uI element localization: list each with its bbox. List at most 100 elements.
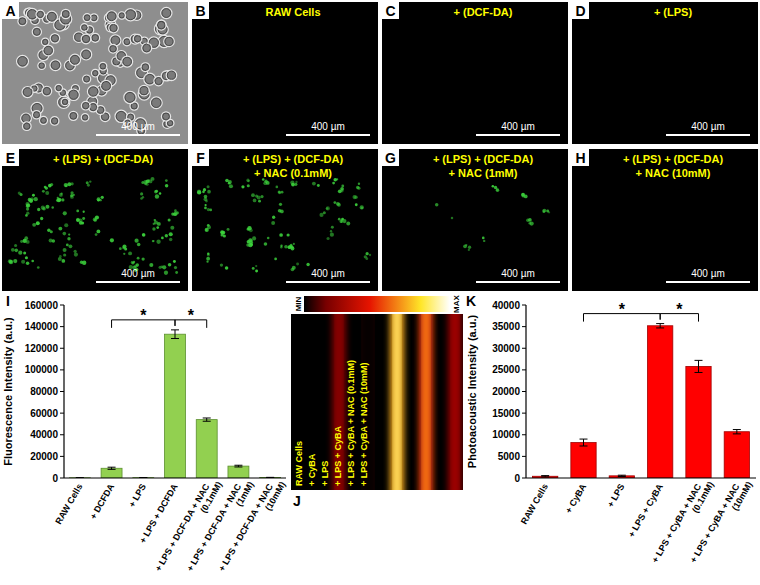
fluorescent-cell bbox=[101, 196, 104, 199]
error-cap bbox=[580, 445, 588, 446]
fluorescent-cell bbox=[330, 230, 332, 232]
cell bbox=[163, 113, 170, 120]
fluorescent-cell bbox=[330, 233, 334, 237]
panel-content bbox=[382, 149, 568, 291]
photoacoustic-panel: MINMAXRAW Cells+ CyBA+ LPS+ LPS + CyBA+ … bbox=[291, 294, 463, 509]
cell bbox=[167, 71, 175, 79]
cell bbox=[93, 71, 98, 76]
y-tick-label: 20000 bbox=[492, 386, 520, 397]
fluorescent-cell bbox=[48, 184, 52, 188]
cell-halo bbox=[46, 11, 57, 22]
image-panel: E+ (LPS) + (DCF-DA)400 µm bbox=[2, 149, 188, 291]
scale-bar-label: 400 µm bbox=[691, 268, 725, 279]
fluorescent-cell bbox=[246, 179, 249, 182]
fluorescent-cell bbox=[336, 178, 338, 180]
fluorescent-cell bbox=[165, 184, 168, 187]
panel-label-box bbox=[572, 2, 589, 19]
fluorescent-cell bbox=[207, 185, 210, 188]
fluorescent-cell bbox=[159, 192, 162, 195]
cell bbox=[140, 87, 148, 95]
fluorescent-cell bbox=[278, 191, 281, 194]
fluorescent-cell bbox=[248, 238, 252, 242]
fluorescent-cell bbox=[360, 205, 364, 209]
fluorescent-cell bbox=[57, 198, 61, 202]
cell bbox=[24, 123, 30, 129]
fluorescent-cell bbox=[13, 259, 17, 263]
fluorescent-cell bbox=[45, 191, 49, 195]
scale-bar-label: 400 µm bbox=[311, 121, 345, 132]
fluorescent-cell bbox=[132, 262, 135, 265]
scale-bar bbox=[476, 281, 560, 283]
cell-halo bbox=[69, 111, 78, 120]
cell-halo bbox=[87, 86, 99, 98]
fluorescent-cell bbox=[287, 233, 290, 236]
cell-halo bbox=[55, 84, 63, 92]
cell bbox=[84, 76, 90, 82]
cell bbox=[33, 28, 40, 35]
fluorescent-cell bbox=[154, 219, 156, 221]
tube bbox=[390, 314, 404, 490]
label-line: + LPS bbox=[127, 482, 148, 509]
fluorescent-cell bbox=[281, 191, 284, 194]
label-line: + LPS + CyBA + NAC bbox=[688, 482, 742, 565]
fluorescent-cell bbox=[337, 203, 341, 207]
y-tick-label: 0 bbox=[514, 473, 520, 484]
scale-bar-label: 400 µm bbox=[691, 121, 725, 132]
cell bbox=[82, 50, 91, 59]
panel-label: I bbox=[6, 293, 10, 309]
error-bar bbox=[234, 465, 242, 467]
fluorescent-cell bbox=[140, 192, 143, 195]
fluorescent-cell bbox=[69, 244, 73, 248]
cell-halo bbox=[91, 69, 99, 77]
cell-halo bbox=[50, 34, 60, 44]
fluorescent-cell bbox=[207, 190, 211, 194]
fluorescent-cell bbox=[32, 223, 36, 227]
fluorescent-cell bbox=[14, 244, 17, 247]
cell-halo bbox=[43, 45, 54, 56]
y-tick-label: 80000 bbox=[30, 386, 58, 397]
fluorescent-cell bbox=[306, 263, 309, 266]
cell-halo bbox=[101, 80, 112, 91]
fluorescent-cell bbox=[266, 181, 270, 185]
panel-content bbox=[572, 2, 758, 144]
bar bbox=[228, 466, 249, 478]
panel-title: + NAC (10mM) bbox=[636, 167, 711, 179]
image-panel: G+ (LPS) + (DCF-DA)+ NAC (1mM)400 µm bbox=[382, 149, 568, 291]
fluorescent-cell bbox=[42, 190, 45, 193]
error-bar bbox=[541, 476, 549, 477]
fluorescent-cell bbox=[482, 237, 485, 240]
fluorescent-cell bbox=[271, 221, 275, 225]
x-tick-label: + LPS + CyBA + NAC(10mM) bbox=[688, 475, 754, 569]
lane-label: + LPS + CyBA bbox=[333, 425, 343, 486]
fluorescent-cell bbox=[144, 182, 147, 185]
error-bar bbox=[656, 324, 664, 328]
cell bbox=[131, 103, 137, 109]
fluorescent-cell bbox=[70, 194, 73, 197]
fluorescent-cell bbox=[14, 249, 18, 253]
fluorescent-cell bbox=[247, 184, 250, 187]
fluorescent-cell bbox=[76, 210, 79, 213]
fluorescent-cell bbox=[26, 240, 30, 244]
fluorescent-cell bbox=[205, 228, 209, 232]
fluorescent-cell bbox=[156, 226, 159, 229]
fluorescent-cell bbox=[18, 251, 22, 255]
fluorescent-cell bbox=[267, 237, 270, 240]
error-cap bbox=[656, 327, 664, 328]
cell bbox=[56, 86, 61, 91]
fluorescent-cell bbox=[522, 194, 525, 197]
fluorescent-cell bbox=[58, 257, 62, 261]
panel-title: + (LPS) + (DCF-DA) bbox=[243, 153, 344, 165]
scale-bar bbox=[286, 134, 370, 136]
y-axis bbox=[63, 305, 64, 478]
fluorescent-cell bbox=[333, 201, 336, 204]
fluorescent-cell bbox=[356, 186, 359, 189]
panel-label: D bbox=[575, 3, 585, 19]
fluorescent-cell bbox=[296, 262, 299, 265]
cell bbox=[124, 39, 130, 45]
x-tick-label: + CyBA bbox=[563, 482, 588, 515]
panel-background bbox=[192, 149, 378, 291]
fluorescent-cell bbox=[64, 223, 68, 227]
fluorescent-cell bbox=[250, 242, 253, 245]
panel-label-box bbox=[382, 149, 399, 166]
fluorescent-cell bbox=[331, 226, 334, 229]
